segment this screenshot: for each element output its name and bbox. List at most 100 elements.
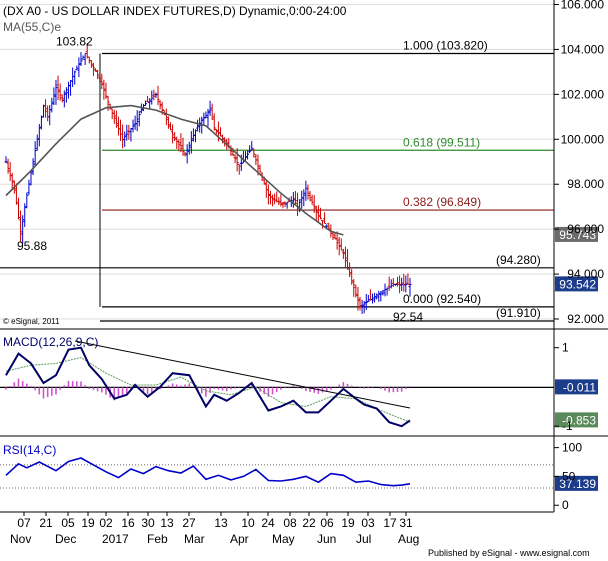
price-bar bbox=[337, 237, 341, 256]
price-bar bbox=[310, 194, 314, 205]
price-bar bbox=[233, 154, 237, 164]
rsi-pane: RSI(14,C) 37.139 bbox=[0, 443, 598, 491]
price-bar bbox=[171, 124, 175, 144]
price-bar bbox=[354, 284, 358, 298]
ma-label: MA(55,C)e bbox=[3, 20, 61, 34]
macd-zero-value-label: -0.011 bbox=[555, 379, 598, 395]
price-bar bbox=[148, 98, 152, 110]
price-bar bbox=[285, 201, 289, 209]
price-bar bbox=[104, 82, 108, 99]
price-bar bbox=[406, 273, 410, 285]
price-bar bbox=[187, 141, 191, 155]
price-bar bbox=[37, 123, 41, 147]
price-bar bbox=[139, 103, 143, 114]
copyright-label: © eSignal, 2011 bbox=[3, 317, 60, 326]
price-bar bbox=[181, 137, 185, 156]
rsi-tick-label-2: 0 bbox=[562, 498, 569, 512]
x-tick-label-1: 21 bbox=[39, 516, 53, 530]
price-value-label: 93.542 bbox=[555, 276, 598, 292]
price-bar bbox=[77, 57, 81, 78]
macd-line bbox=[5, 346, 411, 428]
price-bar bbox=[277, 197, 281, 206]
price-bar bbox=[373, 292, 377, 303]
macd-title: MACD(12,26,9,C) bbox=[3, 335, 98, 349]
price-bar bbox=[179, 133, 183, 153]
x-tick-label-18: 31 bbox=[399, 516, 413, 530]
price-bar bbox=[210, 103, 214, 120]
price-bar bbox=[271, 194, 275, 207]
price-bar bbox=[158, 100, 162, 110]
price-bar bbox=[144, 100, 148, 106]
price-bar bbox=[25, 192, 29, 209]
price-bar bbox=[33, 141, 37, 167]
price-bar bbox=[91, 62, 95, 76]
price-bar bbox=[279, 194, 283, 207]
price-bar bbox=[44, 99, 48, 118]
x-tick-label-13: 22 bbox=[302, 516, 316, 530]
price-bar bbox=[6, 158, 10, 174]
price-bar bbox=[60, 94, 64, 103]
price-bar bbox=[62, 90, 66, 108]
price-bar bbox=[248, 145, 252, 154]
price-bar bbox=[339, 238, 343, 251]
price-bar bbox=[216, 121, 220, 142]
macd-value-label-box bbox=[555, 412, 598, 428]
price-bar bbox=[281, 202, 285, 209]
rsi-line bbox=[5, 457, 411, 487]
price-bar bbox=[8, 161, 12, 182]
price-bar bbox=[398, 275, 402, 294]
rsi-value-label-text: 37.139 bbox=[559, 477, 596, 491]
x-month-label-0: Nov bbox=[10, 532, 31, 546]
price-bar bbox=[381, 290, 385, 296]
price-bar bbox=[379, 290, 383, 302]
price-tick-label-5: 96.000 bbox=[567, 222, 604, 236]
price-bar bbox=[221, 134, 225, 144]
price-bar bbox=[346, 248, 350, 270]
price-bar bbox=[302, 189, 306, 207]
x-month-label-5: Apr bbox=[230, 532, 249, 546]
price-bar bbox=[183, 151, 187, 157]
price-bar bbox=[212, 113, 216, 131]
x-month-label-1: Dec bbox=[55, 532, 76, 546]
price-bar bbox=[327, 222, 331, 230]
macd-tick-label-0: 1 bbox=[562, 341, 569, 355]
x-tick-label-10: 10 bbox=[241, 516, 255, 530]
price-bar bbox=[96, 69, 100, 80]
price-bar bbox=[100, 73, 104, 90]
price-tick-label-1: 104.000 bbox=[561, 42, 605, 56]
x-month-label-4: Mar bbox=[184, 532, 205, 546]
price-bar bbox=[83, 52, 87, 65]
price-bar bbox=[366, 294, 370, 302]
x-month-label-3: Feb bbox=[147, 532, 168, 546]
price-bar bbox=[52, 87, 56, 106]
price-bar bbox=[266, 184, 270, 205]
price-bar bbox=[102, 79, 106, 100]
price-bar bbox=[185, 144, 189, 164]
price-tick-label-4: 98.000 bbox=[567, 177, 604, 191]
price-bar bbox=[98, 72, 102, 83]
price-bar bbox=[89, 60, 93, 68]
price-bar bbox=[237, 163, 241, 175]
fib-label-3: 0.000 (92.540) bbox=[403, 292, 481, 306]
macd-value-label-text: -0.853 bbox=[562, 413, 596, 427]
rsi-value-label: 37.139 bbox=[555, 475, 598, 491]
price-bar bbox=[358, 297, 362, 311]
price-bar bbox=[377, 290, 381, 302]
level-label-1: (91.910) bbox=[496, 306, 541, 320]
macd-zero-value-label-text: -0.011 bbox=[563, 380, 596, 394]
price-bar bbox=[75, 65, 79, 71]
x-tick-label-5: 16 bbox=[121, 516, 135, 530]
x-tick-label-11: 24 bbox=[261, 516, 275, 530]
price-bar bbox=[112, 109, 116, 124]
rsi-title: RSI(14,C) bbox=[3, 443, 56, 457]
price-bar bbox=[293, 191, 297, 205]
macd-zero-value-label-box bbox=[555, 379, 598, 395]
x-tick-label-7: 13 bbox=[160, 516, 174, 530]
price-tick-label-3: 100.000 bbox=[561, 132, 605, 146]
price-bar bbox=[400, 277, 404, 292]
price-bar bbox=[364, 293, 368, 311]
price-bar bbox=[304, 180, 308, 201]
price-bar bbox=[166, 116, 170, 129]
price-bar bbox=[396, 277, 400, 287]
